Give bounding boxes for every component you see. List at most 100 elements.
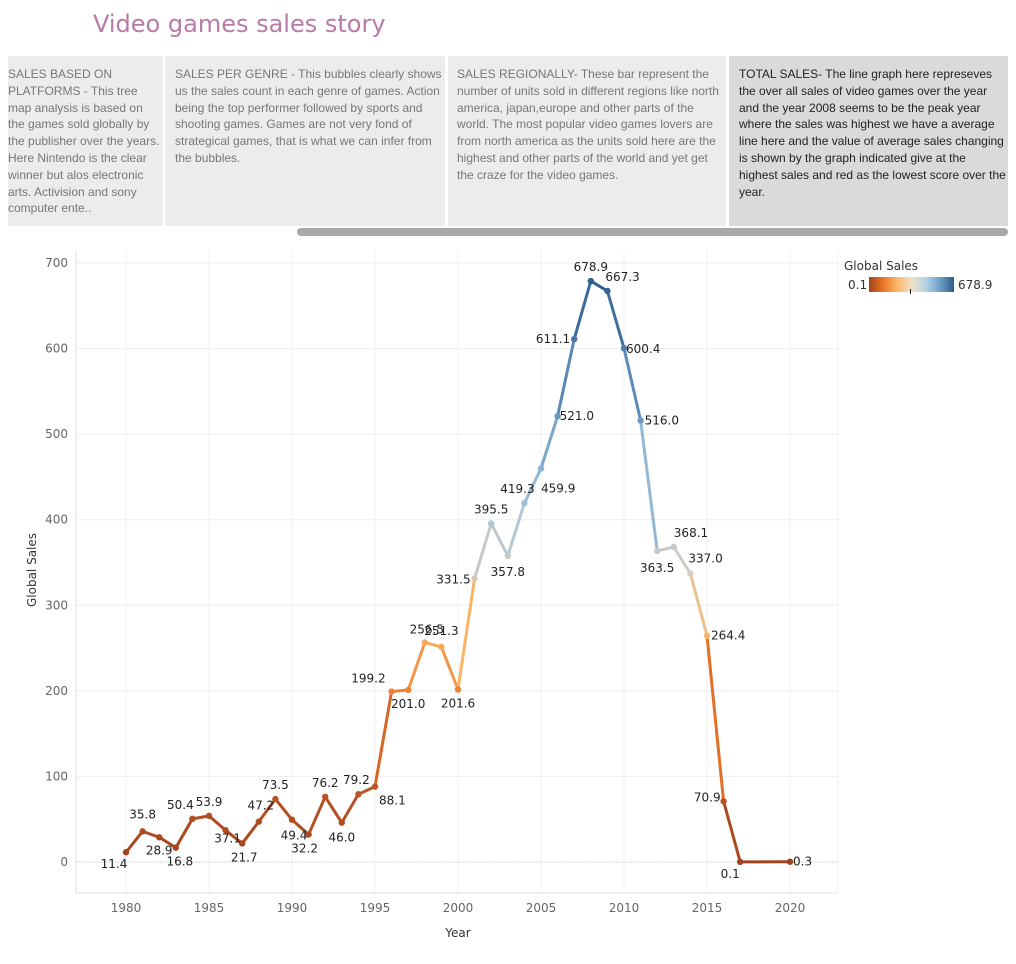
x-tick-label: 2005 — [526, 901, 557, 915]
line-segment — [124, 829, 145, 854]
data-label: 47.2 — [247, 799, 274, 813]
data-label: 79.2 — [343, 773, 370, 787]
data-point — [255, 818, 262, 825]
story-point-regional[interactable]: SALES REGIONALLY- These bar represent th… — [448, 56, 726, 226]
data-label: 521.0 — [560, 409, 594, 423]
x-tick-label: 2010 — [609, 901, 640, 915]
line-segment — [323, 795, 344, 825]
data-label: 46.0 — [328, 831, 355, 845]
story-point-genre[interactable]: SALES PER GENRE - This bubbles clearly s… — [165, 56, 445, 226]
data-label: 11.4 — [101, 857, 128, 871]
data-label: 419.3 — [500, 482, 534, 496]
data-point — [355, 791, 362, 798]
data-point — [670, 543, 677, 551]
story-point-total-sales[interactable]: TOTAL SALES- The line graph here represe… — [729, 56, 1008, 226]
line-segment — [290, 818, 311, 836]
line-segment — [340, 792, 360, 825]
y-tick-label: 0 — [60, 855, 68, 869]
line-segment — [473, 522, 493, 580]
story-point-platforms[interactable]: SALES BASED ON PLATFORMS - This tree map… — [8, 56, 163, 226]
y-tick-label: 500 — [45, 427, 68, 441]
data-point — [338, 819, 345, 826]
sales-line-chart: 0 100 200 300 400 500 600 700 1980 1985 1990 1995 20… — [25, 250, 839, 940]
data-point — [172, 844, 179, 851]
y-tick-label: 200 — [45, 684, 68, 698]
data-point — [571, 335, 578, 343]
line-segment — [439, 645, 460, 691]
line-segment — [157, 835, 178, 850]
data-label: 199.2 — [351, 672, 385, 686]
line-segment — [639, 418, 659, 553]
line-segment — [722, 799, 742, 864]
legend-max-label: 678.9 — [958, 278, 993, 292]
data-label: 611.1 — [536, 332, 570, 346]
data-point — [305, 831, 312, 838]
legend-title: Global Sales — [844, 259, 919, 273]
line-segment — [688, 572, 709, 638]
data-label: 251.3 — [424, 624, 458, 638]
data-label: 395.5 — [474, 503, 508, 517]
line-segment — [273, 797, 294, 822]
data-label: 459.9 — [541, 481, 575, 495]
line-segment — [240, 820, 261, 845]
data-point — [122, 849, 130, 856]
data-point — [454, 686, 462, 693]
data-point — [654, 547, 661, 555]
data-label: 368.1 — [674, 526, 708, 540]
line-segment — [622, 346, 643, 422]
y-tick-label: 600 — [45, 342, 68, 356]
data-label: 256.5 — [410, 623, 444, 637]
data-label: 70.9 — [694, 790, 721, 804]
line-segment — [406, 641, 427, 692]
x-tick-label: 1985 — [194, 901, 225, 915]
data-point — [288, 816, 296, 823]
y-tick-label: 400 — [45, 513, 68, 527]
data-label: 28.9 — [146, 843, 173, 857]
data-point — [737, 858, 744, 866]
data-point — [488, 520, 495, 527]
data-point — [239, 840, 246, 847]
x-tick-label: 2020 — [775, 901, 806, 915]
data-label: 363.5 — [640, 561, 674, 575]
line-segment — [257, 797, 277, 824]
data-label: 88.1 — [379, 794, 406, 808]
data-point — [537, 465, 545, 472]
data-label: 76.2 — [312, 776, 339, 790]
data-point — [587, 277, 594, 285]
data-label: 37.1 — [214, 831, 241, 845]
data-label: 516.0 — [645, 413, 679, 427]
data-point — [222, 827, 229, 834]
data-point — [554, 412, 561, 420]
data-point — [620, 345, 628, 352]
data-label: 600.4 — [626, 342, 660, 356]
line-segment — [174, 817, 194, 850]
data-point — [438, 643, 445, 651]
story-scrollbar[interactable] — [297, 228, 1008, 236]
line-segment — [672, 545, 692, 576]
y-tick-label: 300 — [45, 598, 68, 612]
data-point — [139, 828, 146, 835]
x-tick-label: 2000 — [443, 901, 474, 915]
data-label: 35.8 — [129, 807, 156, 821]
data-label: 53.9 — [196, 795, 223, 809]
line-segment — [207, 814, 228, 832]
data-point — [421, 639, 428, 646]
data-point — [604, 287, 611, 295]
data-label: 21.7 — [231, 850, 258, 864]
data-point — [720, 798, 727, 805]
data-label: 667.3 — [605, 270, 639, 284]
data-point — [687, 570, 694, 577]
x-tick-label: 1990 — [277, 901, 308, 915]
data-label: 337.0 — [688, 552, 722, 566]
line-segment — [373, 690, 394, 789]
line-segment — [605, 289, 626, 350]
y-axis-title: Global Sales — [25, 533, 39, 607]
line-segment — [456, 576, 477, 691]
line-segment — [522, 466, 543, 505]
data-point — [205, 812, 213, 820]
data-label: 16.8 — [166, 855, 193, 869]
data-label: 0.3 — [793, 855, 812, 869]
data-point — [322, 793, 329, 800]
y-tick-label: 700 — [45, 256, 68, 270]
x-tick-label: 2015 — [692, 901, 723, 915]
